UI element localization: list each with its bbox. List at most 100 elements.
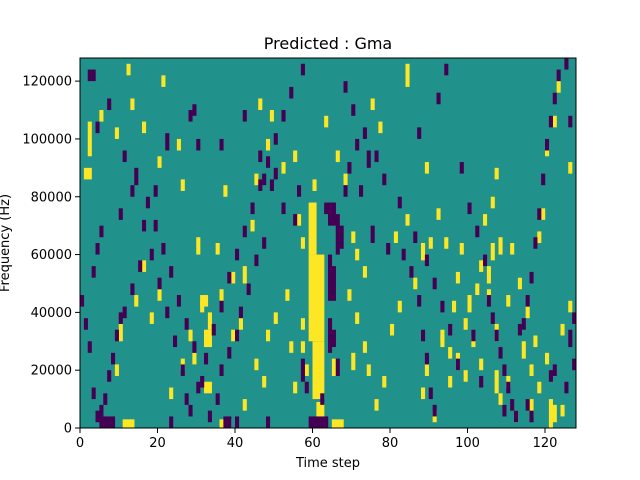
heatmap-cell-low — [83, 318, 88, 330]
heatmap-cell-high — [161, 75, 166, 87]
heatmap-cell-low — [80, 295, 85, 307]
heatmap-cell-low — [335, 358, 340, 376]
heatmap-cell-low — [184, 318, 189, 330]
heatmap-cell-low — [215, 393, 220, 405]
heatmap-cell-high — [324, 115, 329, 128]
heatmap-cell-low — [281, 202, 286, 215]
heatmap-cell-low — [262, 237, 267, 249]
heatmap-cell-high — [285, 289, 290, 301]
heatmap-cell-low — [328, 202, 333, 226]
heatmap-cell-high — [293, 150, 298, 163]
heatmap-cell-high — [397, 300, 402, 313]
heatmap-cell-low — [548, 370, 553, 382]
heatmap-cell-high — [529, 364, 534, 376]
heatmap-cell-low — [223, 416, 228, 428]
heatmap-cell-high — [308, 202, 313, 255]
heatmap-cell-low — [556, 69, 561, 82]
heatmap-cell-low — [355, 138, 360, 151]
heatmap-cell-low — [568, 329, 573, 348]
heatmap-cell-high — [266, 138, 271, 151]
heatmap-cell-low — [145, 196, 150, 209]
heatmap-cell-low — [107, 370, 112, 382]
heatmap-cell-high — [215, 243, 220, 255]
heatmap-cell-high — [436, 208, 441, 220]
x-axis-label: Time step — [295, 456, 360, 471]
x-tick-label: 80 — [382, 436, 399, 451]
heatmap-cell-low — [95, 410, 100, 423]
heatmap-cell-high — [87, 121, 92, 157]
heatmap-cell-low — [300, 358, 305, 382]
heatmap-cell-low — [459, 162, 464, 174]
heatmap-cell-low — [382, 173, 387, 186]
heatmap-cell-low — [312, 416, 317, 428]
y-tick-label: 20000 — [31, 364, 72, 379]
heatmap-cell-low — [138, 260, 143, 272]
heatmap-cell-high — [192, 352, 197, 365]
heatmap-cell-low — [343, 81, 348, 93]
heatmap-cell-high — [475, 283, 480, 296]
heatmap-cell-low — [204, 352, 209, 365]
heatmap-cell-low — [359, 185, 364, 197]
heatmap-cell-low — [235, 329, 240, 342]
heatmap-cell-low — [169, 266, 174, 278]
heatmap-cell-high — [351, 231, 356, 243]
heatmap-cell-low — [99, 416, 104, 428]
heatmap-cell-high — [300, 237, 305, 249]
heatmap-cell-low — [99, 225, 104, 238]
heatmap-cell-high — [142, 260, 147, 272]
heatmap-cell-high — [254, 173, 259, 186]
heatmap-cell-low — [173, 335, 178, 348]
heatmap-cell-high — [83, 167, 88, 180]
heatmap-cell-low — [134, 167, 139, 186]
heatmap-cell-high — [421, 387, 426, 400]
heatmap-cell-high — [204, 381, 209, 394]
heatmap-cell-low — [409, 266, 414, 278]
heatmap-cell-high — [541, 208, 546, 220]
heatmap-cell-low — [242, 110, 247, 122]
heatmap-cell-low — [266, 156, 271, 168]
heatmap-cell-high — [405, 63, 410, 87]
heatmap-cell-low — [188, 110, 193, 122]
heatmap-cell-high — [219, 289, 224, 301]
heatmap-cell-low — [238, 306, 243, 319]
heatmap-cell-high — [521, 341, 526, 359]
x-tick-label: 60 — [304, 436, 321, 451]
heatmap-cell-high — [149, 312, 154, 324]
heatmap-cell-high — [207, 329, 212, 348]
heatmap-cell-low — [246, 283, 251, 296]
heatmap-cell-high — [238, 318, 243, 330]
heatmap-cell-low — [502, 364, 507, 376]
heatmap-cell-low — [475, 225, 480, 238]
heatmap-cell-high — [331, 358, 336, 376]
heatmap-cell-high — [207, 312, 212, 330]
heatmap-cell-low — [196, 138, 201, 151]
high-value-cells — [83, 63, 573, 428]
heatmap-cell-low — [494, 329, 499, 342]
heatmap-cell-low — [95, 121, 100, 134]
heatmap-cell-high — [347, 289, 352, 301]
heatmap-cell-low — [324, 416, 329, 428]
heatmap-cell-low — [118, 312, 123, 324]
heatmap-cell-high — [510, 243, 515, 255]
heatmap-cell-low — [153, 219, 158, 232]
heatmap-cell-low — [149, 248, 154, 261]
heatmap-cell-low — [192, 104, 197, 116]
heatmap-cell-high — [390, 323, 395, 336]
heatmap-cell-high — [316, 341, 321, 400]
heatmap-cell-high — [448, 375, 453, 388]
heatmap-cell-low — [180, 364, 185, 376]
heatmap-cell-low — [219, 138, 224, 151]
heatmap-cell-high — [537, 231, 542, 243]
heatmap-cell-low — [130, 283, 135, 296]
heatmap-cell-low — [297, 185, 302, 197]
heatmap-cell-high — [405, 214, 410, 226]
heatmap-cell-low — [142, 219, 147, 232]
heatmap-cell-high — [552, 404, 557, 423]
heatmap-cell-high — [258, 98, 263, 111]
heatmap-cell-low — [87, 341, 92, 353]
heatmap-cell-high — [444, 237, 449, 249]
heatmap-cell-high — [289, 341, 294, 353]
heatmap-cell-high — [312, 179, 317, 191]
heatmap-cell-high — [494, 370, 499, 394]
heatmap-cell-low — [118, 208, 123, 220]
